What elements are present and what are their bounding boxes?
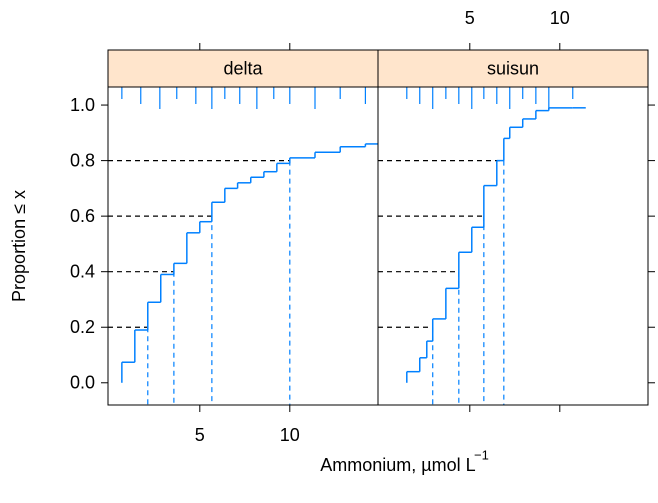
x-tick-label: 5: [195, 425, 205, 445]
panel-frame: [107, 86, 379, 406]
strip-label: suisun: [487, 58, 539, 78]
x-axis-label: Ammonium, µmol L: [320, 455, 475, 475]
x-tick-label-top: 10: [550, 8, 570, 28]
y-tick-label: 1.0: [70, 95, 95, 115]
x-tick-label: 10: [280, 425, 300, 445]
y-tick-label: 0.0: [70, 373, 95, 393]
y-axis-label: Proportion ≤ x: [9, 190, 29, 302]
strip-label: delta: [223, 58, 263, 78]
panel-frame: [377, 86, 649, 406]
strip: [377, 49, 649, 88]
strip: [107, 49, 379, 88]
x-axis-label-sup: −1: [474, 447, 489, 462]
y-tick-label: 0.4: [70, 261, 95, 281]
y-tick-label: 0.8: [70, 150, 95, 170]
y-tick-label: 0.2: [70, 317, 95, 337]
x-tick-label-top: 5: [465, 8, 475, 28]
y-tick-label: 0.6: [70, 206, 95, 226]
